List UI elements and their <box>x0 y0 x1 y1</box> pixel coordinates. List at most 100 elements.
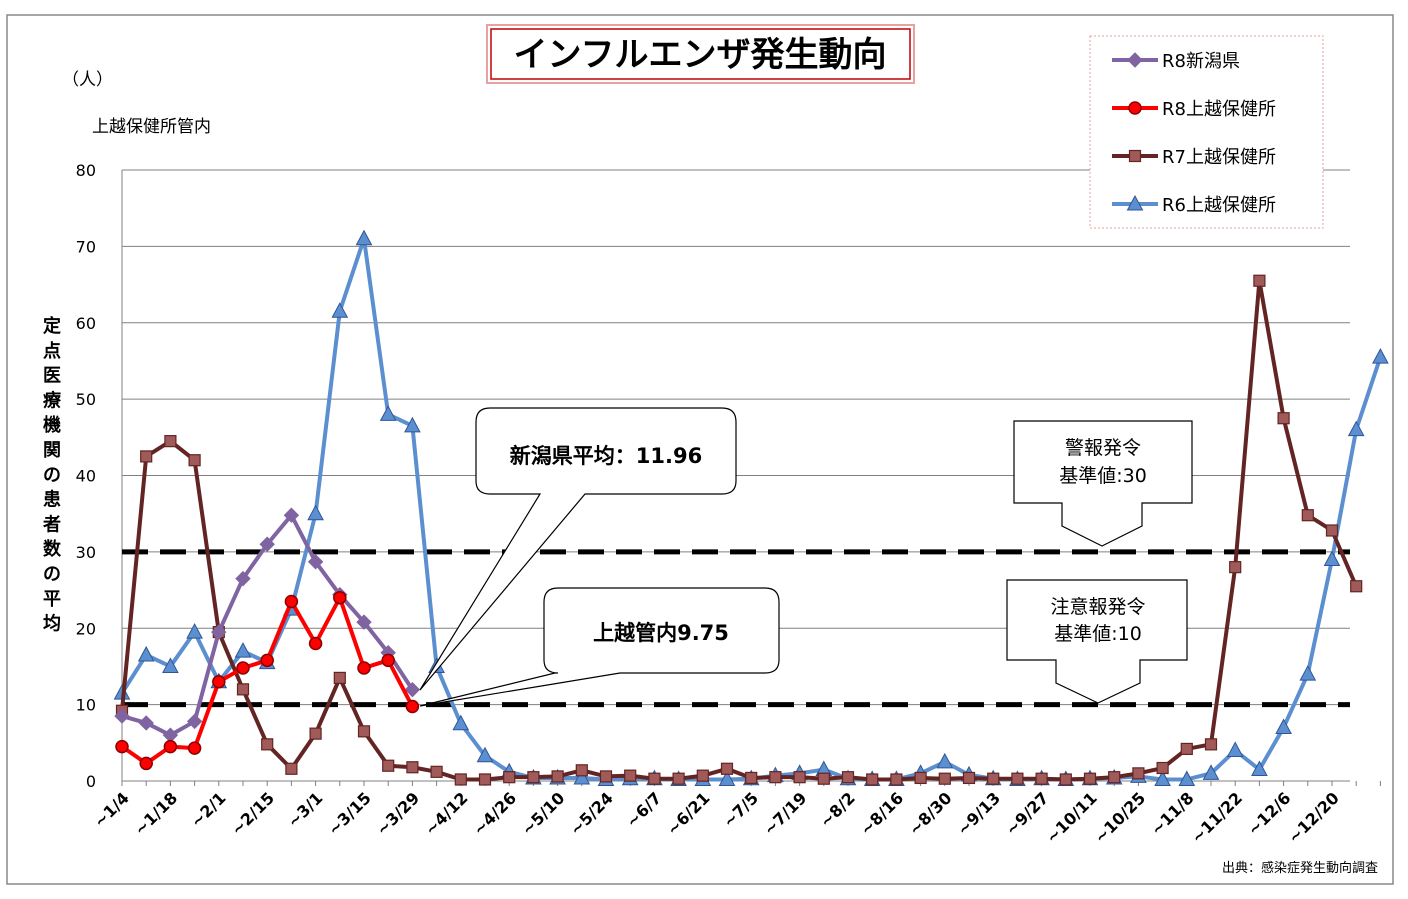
legend-marker <box>1128 101 1142 115</box>
data-point <box>138 715 154 731</box>
data-point <box>357 661 371 675</box>
data-point <box>1350 580 1363 593</box>
data-point <box>211 624 227 640</box>
data-point <box>1325 524 1339 537</box>
series-lines <box>113 229 1389 786</box>
data-point <box>648 772 661 785</box>
data-point <box>381 653 395 668</box>
data-point <box>938 772 951 785</box>
data-point <box>1156 761 1169 775</box>
data-point <box>476 746 494 763</box>
chart-title: インフルエンザ発生動向 <box>514 35 887 75</box>
warning-label-1: 警報発令 <box>1065 437 1141 459</box>
data-point <box>1059 773 1072 786</box>
data-point <box>1251 760 1268 777</box>
data-point <box>599 770 613 783</box>
advisory-label-2: 基準値:10 <box>1054 623 1142 645</box>
joetsu-callout: 上越管内9.75 <box>419 587 780 707</box>
legend-box <box>1089 35 1324 229</box>
data-point <box>406 761 419 774</box>
y-tick-label: 30 <box>76 543 96 562</box>
data-point <box>914 771 927 785</box>
data-point <box>1011 772 1024 785</box>
legend: R8新潟県 R8上越保健所 R7上越保健所 R6上越保健所 <box>1112 51 1276 216</box>
data-point <box>1372 348 1389 364</box>
data-point <box>987 772 1000 785</box>
data-point <box>285 762 298 775</box>
data-point <box>1204 738 1218 751</box>
data-point <box>720 762 734 775</box>
y-axis-label-char: の <box>43 564 61 585</box>
data-point <box>261 738 274 751</box>
data-point <box>551 770 564 783</box>
data-point <box>1275 718 1292 735</box>
data-point <box>890 773 903 786</box>
legend-label: R6上越保健所 <box>1162 195 1276 216</box>
advisory-label-1: 注意報発令 <box>1050 596 1145 618</box>
data-point <box>1202 764 1220 780</box>
unit-label: （人） <box>62 70 113 90</box>
data-point <box>382 759 395 772</box>
title-box-outer <box>486 24 915 84</box>
data-point <box>234 642 252 658</box>
y-tick-label: 0 <box>86 772 96 791</box>
data-point <box>1323 550 1341 567</box>
data-point <box>187 741 202 755</box>
niigata-average-callout: 新潟県平均：11.96 <box>419 407 737 691</box>
y-axis-label-char: 関 <box>43 440 61 461</box>
data-point <box>718 770 736 786</box>
data-point <box>478 773 492 786</box>
data-point <box>430 765 443 778</box>
legend-label: R7上越保健所 <box>1162 147 1276 168</box>
y-tick-label: 70 <box>76 237 96 256</box>
data-point <box>259 536 275 552</box>
data-point <box>454 773 467 786</box>
y-tick-label: 10 <box>76 696 96 715</box>
data-point <box>357 725 371 738</box>
series-line <box>120 278 1359 782</box>
data-point <box>333 590 347 605</box>
data-point <box>163 739 178 754</box>
data-point <box>333 671 346 684</box>
y-axis-label-char: 平 <box>43 589 61 610</box>
data-point <box>236 661 250 675</box>
data-point <box>745 771 758 785</box>
data-point <box>841 771 855 784</box>
data-point <box>866 773 879 786</box>
data-point <box>235 570 251 587</box>
data-point <box>1301 509 1314 522</box>
data-point <box>186 623 203 639</box>
series-R8上越保健所 <box>115 590 420 771</box>
y-axis-label-char: の <box>43 465 61 486</box>
data-point <box>1229 561 1242 574</box>
title-box-inner <box>490 28 911 80</box>
data-point <box>672 772 685 785</box>
y-axis-label-char: 機 <box>43 414 61 436</box>
data-point <box>696 769 709 782</box>
legend-item: R8上越保健所 <box>1112 99 1276 120</box>
data-point <box>1299 665 1317 681</box>
data-point <box>115 739 129 754</box>
data-point <box>212 674 226 689</box>
data-point <box>162 657 179 673</box>
y-axis-label-char: 者 <box>42 514 61 535</box>
data-point <box>405 699 420 714</box>
data-point <box>139 756 153 771</box>
source-note: 出典：感染症発生動向調査 <box>1222 860 1378 876</box>
legend-label: R8上越保健所 <box>1162 99 1276 120</box>
legend-marker <box>1127 52 1143 68</box>
data-point <box>164 435 177 448</box>
y-tick-labels: 0 10 20 30 40 50 60 70 80 <box>76 161 96 791</box>
data-point <box>769 771 782 784</box>
data-point <box>355 229 373 246</box>
area-label: 上越保健所管内 <box>92 117 211 137</box>
y-axis-label-char: 数 <box>43 538 62 560</box>
y-tick-label: 20 <box>76 619 96 638</box>
data-point <box>307 554 324 570</box>
data-point <box>404 681 421 698</box>
legend-label: R8新潟県 <box>1162 51 1240 72</box>
series-R8新潟県 <box>114 507 421 743</box>
data-point <box>307 504 324 521</box>
data-point <box>356 614 372 630</box>
data-point <box>114 708 130 724</box>
